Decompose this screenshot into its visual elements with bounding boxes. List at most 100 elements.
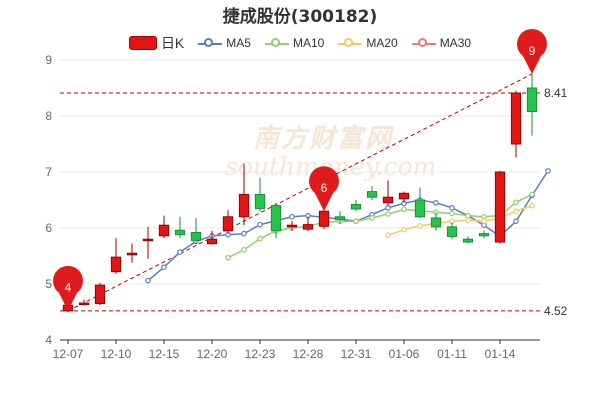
x-tick-label: 12-23 bbox=[245, 347, 276, 361]
candle-body bbox=[494, 171, 506, 243]
ma-line-ma20 bbox=[387, 204, 533, 236]
ma-point-ma5 bbox=[433, 200, 439, 206]
watermark-cn: 南方财富网 bbox=[253, 124, 394, 154]
ma-point-ma5 bbox=[241, 230, 247, 237]
x-tick-label: 01-14 bbox=[485, 347, 516, 361]
candle-body bbox=[462, 238, 474, 243]
legend-item-ma10[interactable]: MA10 bbox=[264, 36, 325, 50]
x-tick-label: 12-20 bbox=[197, 347, 228, 361]
candle-body bbox=[158, 224, 170, 237]
candle-body bbox=[206, 238, 218, 245]
pin-marker bbox=[309, 166, 340, 212]
ma-point-ma20 bbox=[465, 217, 471, 223]
ma-point-ma10 bbox=[529, 191, 535, 198]
pin-label: 4 bbox=[65, 281, 72, 295]
ma-point-ma10 bbox=[369, 215, 375, 221]
x-tick-label: 01-11 bbox=[437, 347, 467, 361]
legend-label: MA5 bbox=[226, 36, 251, 50]
legend-item-ma20[interactable]: MA20 bbox=[338, 36, 398, 50]
y-tick-label: 6 bbox=[45, 221, 52, 235]
legend-label: 日K bbox=[160, 35, 185, 51]
ma-point-ma10 bbox=[257, 235, 263, 242]
ma-point-ma20 bbox=[481, 218, 487, 225]
pin-marker bbox=[517, 29, 547, 74]
watermark: 南方财富网 southmoney.com bbox=[225, 118, 436, 188]
candle-body bbox=[318, 210, 330, 227]
ma-point-ma10 bbox=[481, 214, 487, 220]
ma-point-ma10 bbox=[465, 212, 471, 219]
y-tick-label: 4 bbox=[45, 333, 52, 347]
legend: 日K MA5 MA10 MA20 MA30 bbox=[0, 33, 600, 53]
ma-point-ma5 bbox=[145, 277, 151, 284]
candle-swatch-icon bbox=[128, 36, 157, 50]
candle-body bbox=[478, 233, 490, 237]
ma-point-ma10 bbox=[353, 218, 359, 225]
x-tick-label: 12-15 bbox=[149, 347, 180, 361]
pin-marker bbox=[53, 265, 84, 311]
ma-point-ma5 bbox=[513, 218, 519, 225]
legend-label: MA30 bbox=[439, 36, 472, 50]
candle-body bbox=[270, 205, 282, 232]
candle-body bbox=[510, 92, 522, 145]
ma-point-ma10 bbox=[241, 247, 247, 253]
x-tick-label: 01-06 bbox=[389, 347, 420, 361]
candle-body bbox=[142, 238, 154, 242]
candle-body bbox=[126, 252, 138, 256]
x-tick-label: 12-07 bbox=[53, 347, 84, 361]
ma-point-ma5 bbox=[545, 168, 551, 174]
legend-item-ma5[interactable]: MA5 bbox=[198, 36, 251, 50]
pin-label: 9 bbox=[529, 44, 536, 58]
candle-body bbox=[222, 216, 234, 232]
y-tick-label: 5 bbox=[45, 277, 52, 291]
ma-point-ma20 bbox=[385, 232, 391, 239]
candle-body bbox=[238, 193, 250, 218]
chart-title: 捷成股份(300182) bbox=[222, 7, 378, 27]
y-tick-label: 7 bbox=[45, 165, 52, 179]
x-tick-label: 12-31 bbox=[341, 347, 372, 361]
ma-point-ma5 bbox=[289, 214, 295, 220]
ma-point-ma5 bbox=[161, 264, 167, 271]
candle-body bbox=[174, 229, 186, 236]
ma-point-ma5 bbox=[257, 221, 263, 228]
legend-item-ma30[interactable]: MA30 bbox=[411, 36, 472, 50]
candle-body bbox=[366, 191, 378, 198]
candle-body bbox=[334, 216, 346, 221]
ma-point-ma10 bbox=[449, 210, 455, 217]
ma-point-ma10 bbox=[225, 254, 231, 261]
ma-point-ma5 bbox=[385, 205, 391, 211]
x-tick-label: 12-28 bbox=[293, 347, 324, 361]
legend-label: MA20 bbox=[366, 36, 398, 50]
pin-label: 6 bbox=[321, 181, 328, 195]
candle-body bbox=[526, 87, 538, 113]
candle-body bbox=[94, 284, 106, 305]
reference-line-label: 4.52 bbox=[544, 304, 568, 318]
ma-point-ma20 bbox=[417, 222, 423, 229]
candle-body bbox=[430, 217, 442, 228]
legend-item-daily-k[interactable]: 日K bbox=[128, 33, 185, 53]
reference-line-label: 8.41 bbox=[544, 86, 568, 100]
y-tick-label: 9 bbox=[45, 53, 52, 67]
line-swatch-icon bbox=[198, 37, 223, 49]
trend-line bbox=[67, 73, 533, 312]
candle-body bbox=[302, 224, 314, 230]
candle-body bbox=[414, 199, 426, 218]
ma-point-ma20 bbox=[401, 226, 407, 233]
x-tick-label: 12-10 bbox=[101, 347, 132, 361]
candle-body bbox=[78, 302, 90, 306]
line-swatch-icon bbox=[264, 37, 289, 49]
ma-line-ma5 bbox=[147, 170, 549, 282]
ma-point-ma10 bbox=[385, 211, 391, 217]
ma-point-ma5 bbox=[449, 205, 455, 211]
ma-point-ma20 bbox=[513, 208, 519, 215]
candle-body bbox=[382, 196, 394, 204]
legend-label: MA10 bbox=[292, 36, 325, 50]
candle-body bbox=[110, 256, 122, 273]
candle-body bbox=[190, 231, 202, 241]
candle-body bbox=[286, 224, 298, 228]
y-tick-label: 8 bbox=[45, 109, 52, 123]
ma-point-ma5 bbox=[177, 249, 183, 255]
line-swatch-icon bbox=[411, 37, 436, 49]
ma-point-ma10 bbox=[513, 199, 519, 206]
